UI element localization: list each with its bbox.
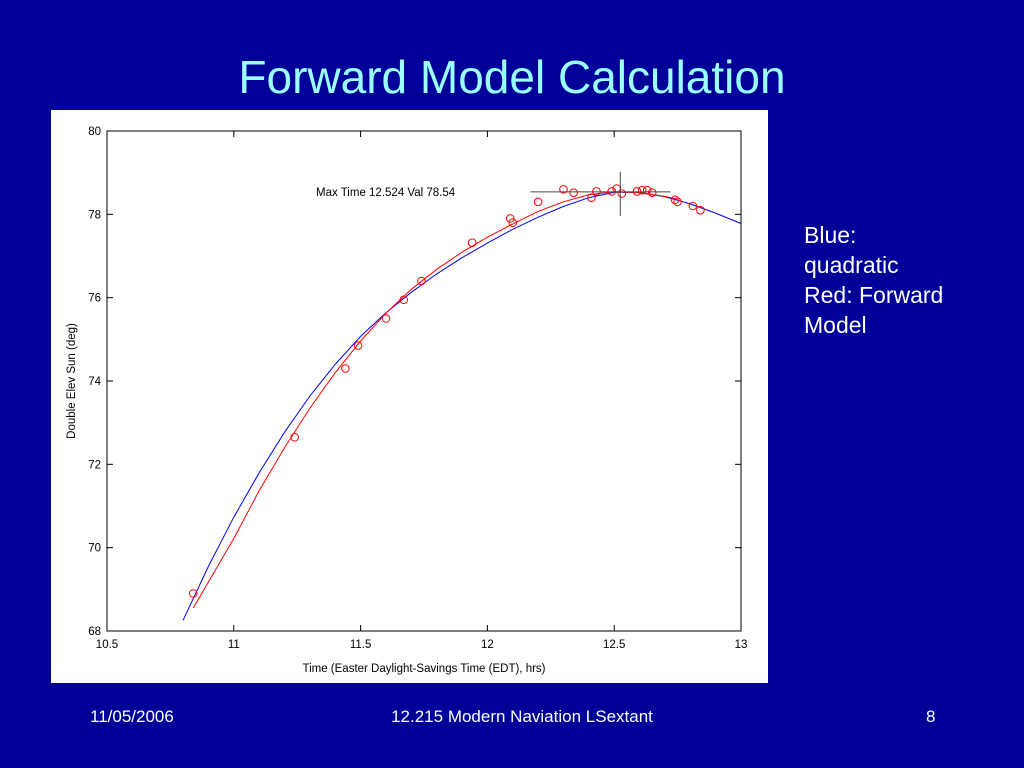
observation-point bbox=[399, 295, 409, 305]
forward-model-line bbox=[192, 191, 678, 609]
observation-point bbox=[647, 188, 657, 197]
observation-point bbox=[188, 589, 198, 598]
observation-point bbox=[559, 185, 568, 194]
observation-point bbox=[617, 189, 627, 198]
x-tick-label: 12.5 bbox=[603, 639, 625, 651]
observation-point bbox=[353, 341, 363, 350]
x-tick-label: 10.5 bbox=[96, 639, 118, 651]
y-tick-label: 74 bbox=[88, 376, 101, 388]
observation-point bbox=[569, 188, 578, 197]
observation-point bbox=[587, 193, 596, 202]
y-axis-label: Double Elev Sun (deg) bbox=[66, 323, 78, 439]
x-tick-label: 11.5 bbox=[350, 639, 372, 651]
plot-frame bbox=[106, 130, 742, 632]
chart-svg: 68 70 72 74 76 78 80 10.5 11 11.5 12 12.5 13 Max Ti… bbox=[66, 126, 748, 675]
observation-point bbox=[670, 195, 680, 205]
y-tick-label: 78 bbox=[88, 209, 101, 221]
chart-panel: 68 70 72 74 76 78 80 10.5 11 11.5 12 12.5 13 Max Ti… bbox=[51, 110, 768, 683]
x-tick-label: 11 bbox=[228, 639, 240, 651]
observation-point bbox=[637, 185, 647, 195]
observation-point bbox=[508, 218, 518, 227]
slide-title: Forward Model Calculation bbox=[238, 51, 786, 103]
note-line: Blue: bbox=[804, 222, 857, 248]
quadratic-line bbox=[182, 191, 742, 621]
footer-date: 11/05/2006 bbox=[90, 707, 174, 726]
y-tick-label: 72 bbox=[88, 459, 101, 471]
observation-point bbox=[642, 185, 652, 195]
x-axis-label: Time (Easter Daylight-Savings Time (EDT)… bbox=[302, 663, 545, 675]
page-number: 8 bbox=[926, 707, 936, 726]
observation-point bbox=[341, 364, 350, 373]
y-tick-label: 80 bbox=[88, 126, 101, 138]
observation-point bbox=[688, 201, 698, 211]
max-marker bbox=[530, 171, 671, 216]
x-tick-label: 12 bbox=[481, 639, 494, 651]
observation-point bbox=[696, 205, 705, 215]
observation-point bbox=[381, 314, 391, 323]
x-axis: 10.5 11 11.5 12 12.5 13 bbox=[96, 131, 748, 651]
legend-note: Blue: quadratic Red: Forward Model bbox=[804, 220, 1004, 340]
note-line: Model bbox=[804, 312, 867, 338]
observation-point bbox=[533, 197, 543, 207]
observation-point bbox=[290, 432, 299, 442]
observation-point bbox=[505, 214, 515, 223]
series-layer bbox=[182, 184, 742, 621]
footer-title: 12.215 Modern Naviation LSextant bbox=[391, 707, 653, 726]
note-line: Red: Forward bbox=[804, 282, 944, 308]
observation-point bbox=[417, 276, 426, 286]
observation-point bbox=[467, 238, 477, 247]
x-tick-label: 13 bbox=[735, 639, 748, 651]
y-tick-label: 70 bbox=[88, 543, 101, 555]
y-axis: 68 70 72 74 76 78 80 bbox=[88, 126, 741, 638]
y-tick-label: 76 bbox=[88, 293, 101, 305]
note-line: quadratic bbox=[804, 252, 899, 278]
observation-point bbox=[673, 197, 682, 207]
max-annotation: Max Time 12.524 Val 78.54 bbox=[316, 187, 456, 199]
y-tick-label: 68 bbox=[88, 626, 101, 638]
